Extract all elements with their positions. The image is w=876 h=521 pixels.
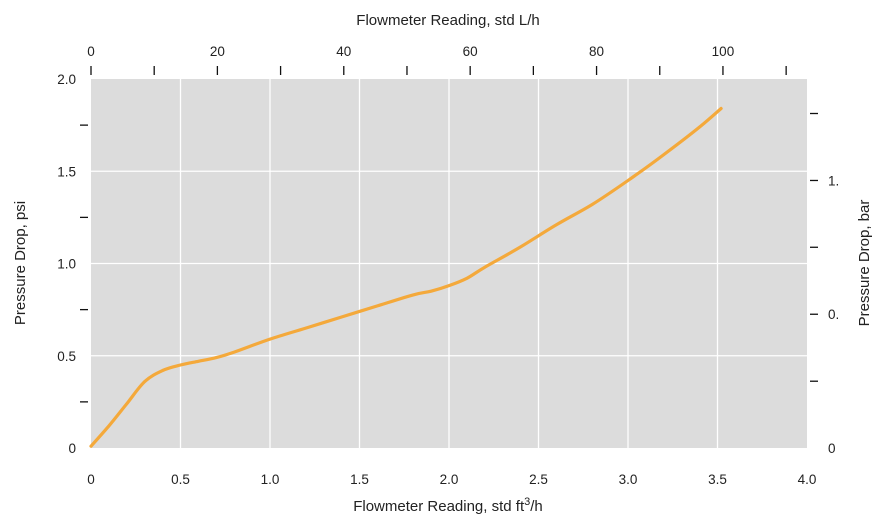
- x-tick-label: 0: [87, 472, 95, 487]
- x-tick-label: 2.0: [440, 472, 459, 487]
- x2-tick-label: 100: [712, 44, 735, 59]
- x2-tick-label: 60: [463, 44, 478, 59]
- y2-tick-label: 1.: [828, 173, 839, 188]
- x2-axis-title: Flowmeter Reading, std L/h: [356, 12, 539, 29]
- series-group: [89, 106, 723, 448]
- series-line: [89, 106, 723, 448]
- x2-tick-label: 20: [210, 44, 225, 59]
- x-tick-label: 1.0: [261, 472, 280, 487]
- x2-axis-ticks: 0 20 40 60 80 100: [87, 44, 787, 75]
- y-tick-label: 2.0: [57, 72, 76, 87]
- x-axis-title: Flowmeter Reading, std ft3/h: [353, 496, 543, 515]
- y2-axis-ticks: 0 0. 1.: [810, 112, 839, 456]
- x2-tick-label: 0: [87, 44, 95, 59]
- x-axis-title-main: Flowmeter Reading, std ft: [353, 498, 525, 515]
- y2-axis-title: Pressure Drop, bar: [856, 200, 873, 327]
- x-tick-label: 3.0: [619, 472, 638, 487]
- x-axis-title-superscript: 3: [524, 496, 530, 508]
- y-tick-label: 0: [68, 441, 76, 456]
- x-tick-label: 1.5: [350, 472, 369, 487]
- y2-tick-label: 0.: [828, 307, 839, 322]
- x-tick-label: 4.0: [798, 472, 817, 487]
- x-tick-label: 0.5: [171, 472, 190, 487]
- x2-tick-label: 80: [589, 44, 604, 59]
- y-axis-ticks: 0 0.5 1.0 1.5 2.0: [57, 72, 88, 456]
- x-axis-ticks: 0 0.5 1.0 1.5 2.0 2.5 3.0 3.5 4.0: [87, 472, 816, 487]
- x2-tick-label: 40: [336, 44, 351, 59]
- y-tick-label: 1.0: [57, 257, 76, 272]
- grid-lines: [91, 79, 807, 448]
- x-tick-label: 2.5: [529, 472, 548, 487]
- y-tick-label: 0.5: [57, 349, 76, 364]
- x-tick-label: 3.5: [708, 472, 727, 487]
- y2-tick-label: 0: [828, 441, 836, 456]
- y-axis-title: Pressure Drop, psi: [12, 201, 29, 325]
- x-axis-title-tail: /h: [530, 498, 543, 515]
- y-tick-label: 1.5: [57, 164, 76, 179]
